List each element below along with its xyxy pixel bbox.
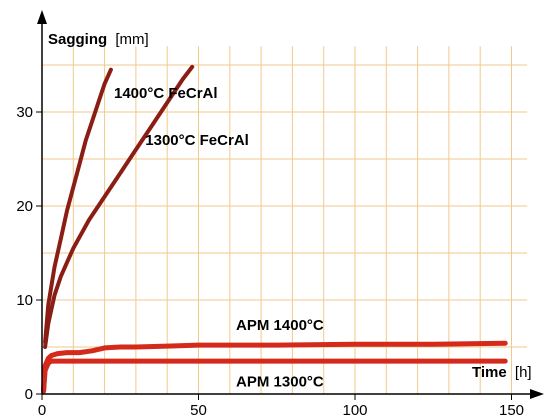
series-label-1: 1300°C FeCrAl <box>145 132 249 149</box>
y-axis-arrow <box>37 10 47 24</box>
chart-axes <box>37 10 544 399</box>
y-tick-label: 20 <box>16 198 33 215</box>
series-label-2: APM 1400°C <box>236 317 324 334</box>
series-layer <box>41 64 508 394</box>
y-tick-label: 0 <box>25 386 33 403</box>
x-tick-label: 50 <box>190 402 207 416</box>
x-tick-label: 0 <box>38 402 46 416</box>
y-tick-label: 30 <box>16 104 33 121</box>
axis-ticks: 0 50 100 150 0 10 20 30 <box>16 104 524 416</box>
chart-grid <box>42 46 528 394</box>
series-line-2 <box>41 340 508 392</box>
series-line-3 <box>41 358 508 394</box>
series-labels: 1400°C FeCrAl 1300°C FeCrAl APM 1400°C APM … <box>114 85 324 391</box>
series-label-0: 1400°C FeCrAl <box>114 85 218 102</box>
x-axis-label-unit: [h] <box>515 364 532 381</box>
series-label-3: APM 1300°C <box>236 373 324 390</box>
y-axis-label-unit: [mm] <box>115 31 148 48</box>
series-line-1 <box>43 64 195 349</box>
x-axis-label-name: Time <box>472 364 507 381</box>
x-axis-arrow <box>530 389 544 399</box>
y-axis-label-name: Sagging <box>48 31 107 48</box>
y-axis-label: Sagging [mm] <box>48 31 149 48</box>
x-tick-label: 100 <box>342 402 367 416</box>
series-line-0 <box>43 67 113 345</box>
x-tick-label: 150 <box>499 402 524 416</box>
x-axis-label: Time [h] <box>472 364 532 381</box>
y-tick-label: 10 <box>16 292 33 309</box>
